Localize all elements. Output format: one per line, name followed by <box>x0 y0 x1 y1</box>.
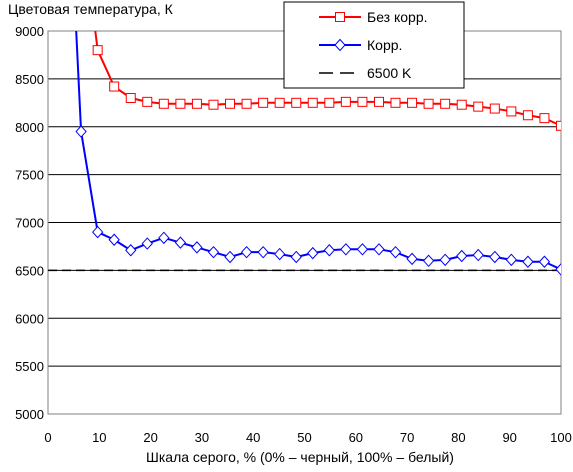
data-point <box>357 96 368 107</box>
data-point <box>240 245 253 259</box>
data-point <box>257 245 269 259</box>
data-point <box>473 101 484 112</box>
data-point <box>506 106 517 117</box>
data-point <box>340 96 351 107</box>
data-point <box>456 99 467 110</box>
legend: Без корр. Корр. 6500 K <box>283 1 465 89</box>
data-point <box>141 237 153 250</box>
x-tick-labels: 0 10 20 30 40 50 60 70 80 90 100 <box>44 430 571 445</box>
data-point <box>423 98 434 109</box>
data-point <box>389 245 402 259</box>
legend-box <box>283 1 465 89</box>
data-point <box>91 225 104 239</box>
data-point <box>505 253 518 267</box>
legend-marker <box>335 12 345 22</box>
x-tick-label: 80 <box>451 430 465 445</box>
data-point <box>125 93 136 104</box>
data-point <box>556 120 561 131</box>
data-point <box>208 99 219 110</box>
data-point <box>108 233 120 246</box>
data-point <box>75 125 87 138</box>
x-tick-label: 10 <box>92 430 106 445</box>
data-point <box>207 245 220 259</box>
y-tick-label: 6000 <box>15 311 44 326</box>
y-tick-label: 9000 <box>15 24 44 39</box>
data-point <box>439 253 451 267</box>
data-point <box>175 98 186 109</box>
data-point <box>191 98 202 109</box>
data-point <box>274 97 285 108</box>
y-tick-label: 8000 <box>15 120 44 135</box>
x-tick-label: 60 <box>349 430 363 445</box>
data-point <box>489 250 501 264</box>
legend-label: Без корр. <box>367 9 428 25</box>
x-tick-label: 100 <box>550 430 572 445</box>
x-tick-label: 0 <box>44 430 51 445</box>
data-point <box>174 236 187 249</box>
data-point <box>390 97 401 108</box>
data-point <box>307 246 319 260</box>
data-point <box>224 250 236 264</box>
y-tick-label: 5000 <box>15 407 44 422</box>
data-point <box>356 243 369 256</box>
chart-title: Цветовая температура, К <box>8 1 174 17</box>
data-point <box>456 249 468 263</box>
y-tick-label: 7500 <box>15 168 44 183</box>
data-point <box>340 243 352 256</box>
data-point <box>522 255 534 269</box>
data-point <box>307 97 318 108</box>
grid-lines <box>48 78 561 367</box>
data-point <box>538 255 551 269</box>
marker-layer <box>75 45 561 276</box>
data-point <box>407 97 418 108</box>
data-point <box>373 243 385 256</box>
data-point <box>373 96 384 107</box>
data-point <box>324 97 335 108</box>
y-tick-label: 7000 <box>15 216 44 231</box>
x-tick-label: 90 <box>502 430 516 445</box>
data-point <box>273 247 286 261</box>
y-tick-label: 5500 <box>15 359 44 374</box>
y-tick-label: 6500 <box>15 263 44 278</box>
x-tick-label: 30 <box>195 430 209 445</box>
x-tick-label: 20 <box>143 430 157 445</box>
legend-label: Корр. <box>367 37 402 53</box>
data-point <box>422 254 435 268</box>
y-tick-labels: 5000 5500 6000 6500 7000 7500 8000 8500 9000 <box>15 24 44 422</box>
data-point <box>406 252 418 266</box>
data-point <box>555 263 561 276</box>
x-tick-label: 70 <box>400 430 414 445</box>
data-point <box>539 113 550 124</box>
x-tick-label: 50 <box>297 430 311 445</box>
data-point <box>109 81 120 92</box>
data-point <box>323 244 336 257</box>
data-point <box>225 98 236 109</box>
data-point <box>290 250 302 264</box>
data-point <box>472 248 484 262</box>
y-tick-label: 8500 <box>15 72 44 87</box>
data-point <box>158 98 169 109</box>
data-point <box>258 97 269 108</box>
data-point <box>92 45 103 56</box>
data-point <box>142 96 153 107</box>
data-point <box>158 231 170 245</box>
legend-label: 6500 K <box>367 65 412 81</box>
x-tick-label: 40 <box>246 430 260 445</box>
data-point <box>440 98 451 109</box>
data-point <box>291 97 302 108</box>
data-point <box>522 110 533 121</box>
x-axis-label: Шкала серого, % (0% – черный, 100% – бел… <box>146 449 454 465</box>
data-point <box>241 98 252 109</box>
data-point <box>191 241 203 254</box>
legend-marker <box>334 38 346 52</box>
data-point <box>125 244 137 257</box>
data-point <box>489 103 500 114</box>
